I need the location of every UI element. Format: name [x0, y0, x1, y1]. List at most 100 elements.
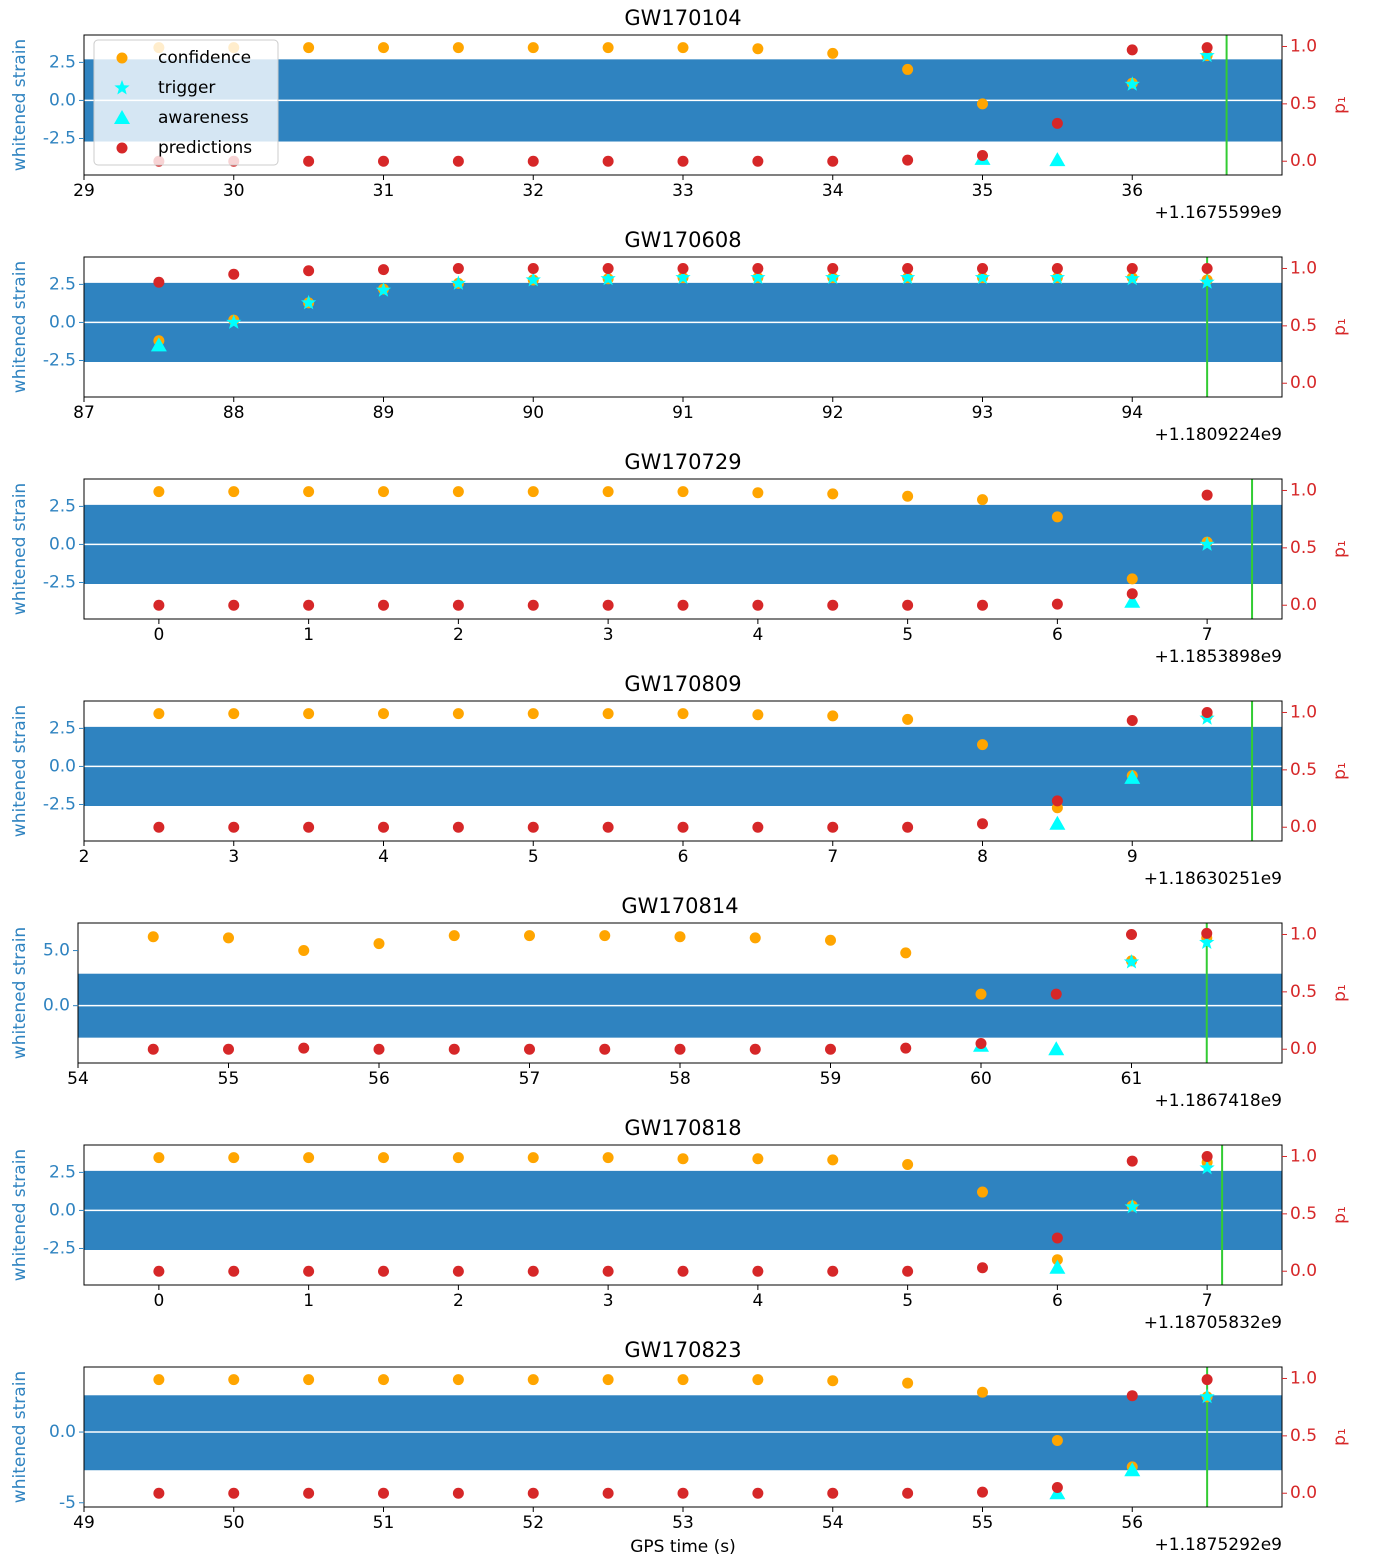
confidence-marker [303, 42, 315, 54]
prediction-marker [1201, 1150, 1213, 1162]
y2-axis-label: p₁ [1330, 96, 1350, 114]
x-tick-label: 3 [603, 625, 614, 645]
prediction-marker [602, 155, 614, 167]
x-tick-label: 4 [752, 625, 763, 645]
confidence-marker [752, 43, 764, 55]
y-axis-label: whitened strain [10, 1371, 30, 1503]
prediction-marker [827, 1487, 839, 1499]
x-tick-label: 7 [827, 847, 838, 867]
prediction-marker [1050, 988, 1062, 1000]
prediction-marker [752, 599, 764, 611]
prediction-marker [677, 155, 689, 167]
y2-tick-label: 0.5 [1290, 1204, 1317, 1224]
prediction-marker [228, 1265, 240, 1277]
confidence-marker [902, 1159, 914, 1171]
y2-tick-label: 1.0 [1290, 1146, 1317, 1166]
y2-axis-label: p₁ [1330, 984, 1350, 1002]
trigger-marker [114, 80, 130, 95]
y-axis-label: whitened strain [10, 483, 30, 615]
prediction-marker [452, 1487, 464, 1499]
prediction-marker [452, 262, 464, 274]
prediction-marker [602, 821, 614, 833]
prediction-marker [223, 1043, 234, 1055]
x-tick-label: 4 [752, 1291, 763, 1311]
y-tick-label: 0.0 [49, 534, 76, 554]
trigger-marker [1124, 1199, 1140, 1214]
confidence-marker [752, 1153, 764, 1165]
y2-tick-label: 1.0 [1290, 702, 1317, 722]
prediction-marker [527, 262, 539, 274]
prediction-marker [1126, 262, 1138, 274]
prediction-marker [602, 262, 614, 274]
x-tick-label: 3 [228, 847, 239, 867]
prediction-marker [228, 599, 240, 611]
prediction-marker [677, 599, 689, 611]
prediction-marker [902, 821, 914, 833]
panel: GW170104 29 30 31 32 33 34 35 36 -2.5 0.0 2.5 0.0 0.5… [10, 6, 1350, 223]
prediction-marker [378, 1487, 389, 1499]
prediction-marker [378, 264, 389, 276]
x-tick-label: 55 [218, 1069, 240, 1089]
awareness-marker [1124, 1462, 1141, 1477]
offset-text: +1.1875292e9 [1155, 1535, 1282, 1555]
prediction-marker [752, 1487, 764, 1499]
prediction-marker [452, 1265, 464, 1277]
x-tick-label: 2 [453, 625, 464, 645]
x-tick-label: 53 [672, 1513, 694, 1533]
prediction-marker [825, 1043, 836, 1055]
prediction-marker [1051, 262, 1063, 274]
x-tick-label: 3 [603, 1291, 614, 1311]
prediction-marker [1126, 44, 1138, 56]
trigger-marker [525, 272, 541, 287]
prediction-marker [153, 1265, 165, 1277]
x-tick-label: 6 [1052, 625, 1063, 645]
y-tick-label: -5 [59, 1493, 76, 1513]
confidence-marker [975, 988, 987, 1000]
panel: GW170814 54 55 56 57 58 59 60 61 0.0 5.0 0.0 0.5 1.0 w… [10, 894, 1350, 1111]
prediction-marker [303, 599, 315, 611]
confidence-marker [900, 947, 912, 959]
prediction-marker [527, 155, 539, 167]
confidence-marker [752, 1374, 764, 1386]
plot-frame [83, 478, 1283, 620]
prediction-marker [228, 1487, 240, 1499]
prediction-marker [902, 154, 914, 166]
confidence-marker [153, 486, 165, 498]
confidence-marker [527, 1374, 539, 1386]
prediction-marker [827, 1265, 839, 1277]
y-tick-label: -2.5 [43, 128, 76, 148]
x-tick-label: 60 [970, 1069, 992, 1089]
confidence-marker [602, 1374, 614, 1386]
prediction-marker [827, 821, 839, 833]
x-tick-label: 0 [153, 1291, 164, 1311]
y2-tick-label: 0.0 [1290, 1483, 1317, 1503]
y-axis-label: whitened strain [10, 927, 30, 1059]
x-tick-label: 29 [73, 181, 95, 201]
prediction-marker [1126, 1155, 1138, 1167]
confidence-marker [378, 486, 389, 498]
x-tick-label: 5 [902, 1291, 913, 1311]
confidence-marker [902, 63, 914, 75]
trigger-marker [301, 294, 317, 310]
x-tick-label: 32 [522, 181, 544, 201]
confidence-marker [827, 710, 839, 722]
confidence-marker [674, 931, 686, 943]
x-tick-label: 1 [303, 1291, 314, 1311]
prediction-marker [1126, 715, 1138, 727]
x-tick-label: 5 [902, 625, 913, 645]
confidence-marker [228, 486, 240, 498]
y-tick-label: -2.5 [43, 572, 76, 592]
awareness-marker [1124, 769, 1141, 784]
trigger-marker [1199, 274, 1215, 289]
confidence-marker [303, 1374, 315, 1386]
y-axis-label: whitened strain [10, 705, 30, 837]
confidence-marker [116, 52, 128, 64]
confidence-marker [602, 486, 614, 498]
confidence-marker [1051, 1254, 1063, 1266]
confidence-marker [977, 494, 988, 506]
x-tick-label: 7 [1202, 625, 1213, 645]
awareness-marker [150, 337, 167, 352]
prediction-marker [1201, 262, 1213, 274]
x-tick-label: 34 [822, 181, 844, 201]
confidence-marker [677, 42, 689, 54]
